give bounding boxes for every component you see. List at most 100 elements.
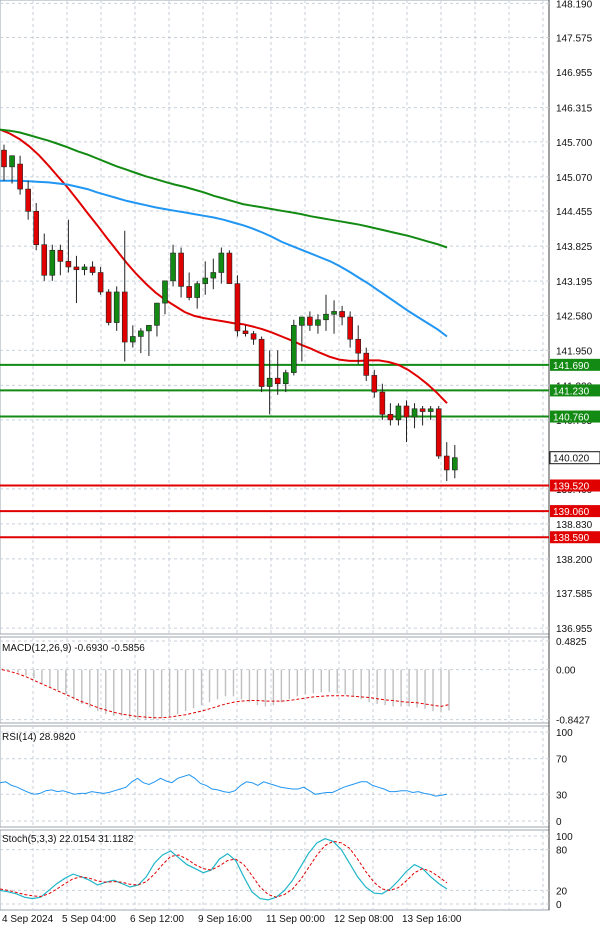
price-tick-label: 148.190 [556,0,593,10]
stoch-tick-label: 20 [556,886,568,897]
stoch-title: Stoch(5,3,3) 22.0154 31.1182 [2,834,134,845]
candle-body [411,408,418,418]
price-level-label: 138.590 [553,533,590,544]
macd-tick-label: -0.8427 [556,716,590,727]
x-axis-label: 9 Sep 16:00 [198,914,252,925]
panel-frames [0,0,550,911]
candle-body [307,316,313,326]
candle-body [49,249,56,276]
moving-average-line [0,128,448,249]
price-level-label: 140.760 [553,413,590,424]
price-tick-label: 143.195 [556,277,593,288]
price-level-tag [550,410,600,423]
panel-frame-2 [0,725,550,828]
stoch-tick-label: 80 [556,846,568,857]
price-tick-label: 144.455 [556,207,593,218]
candle-body [443,455,450,471]
candle-body [25,188,31,212]
price-tick-label: 138.830 [556,520,593,531]
candle-body [154,302,160,326]
candle-body [234,283,241,332]
price-tick-label: 141.950 [556,346,593,357]
moving-average-line [0,179,448,338]
current-price-tag [549,451,600,465]
candle-body [339,311,345,318]
price-panel[interactable] [0,128,549,539]
x-axis-label: 6 Sep 12:00 [130,914,184,925]
candle-body [290,325,297,373]
price-level-label: 141.230 [553,386,590,397]
panel-frame-1 [0,636,550,724]
stoch-d-line [0,840,448,898]
price-tick-label: 146.315 [556,104,593,115]
price-tick-label: 142.580 [556,311,593,322]
price-level-tag [550,358,600,371]
candle-body [194,283,200,298]
candle-body [41,244,48,276]
candle-body [97,272,104,293]
price-tick-label: 145.070 [556,173,593,184]
candle-body [435,408,442,457]
rsi-tick-label: 0 [556,817,562,828]
candle-body [250,333,257,340]
rsi-line [0,774,448,797]
price-level-tag [550,479,600,492]
candle-body [113,291,120,323]
candle-body [427,408,434,412]
indicator-titles: MACD(12,26,9) -0.6930 -0.5856 RSI(14) 28… [2,643,145,845]
price-tick-label: 145.700 [556,138,593,149]
panel-frame-0 [0,0,550,635]
rsi-tick-label: 70 [556,755,568,766]
price-level-tag [550,384,600,397]
candle-body [331,311,337,315]
rsi-tick-label: 100 [556,728,573,739]
candle-body [403,405,410,418]
candle-body [266,377,273,387]
candle-body [258,338,265,387]
current-price-label: 140.020 [553,454,590,465]
candle-body [451,457,458,471]
stochastic-panel[interactable] [0,838,448,901]
candle-body [17,163,23,190]
candle-body [299,316,305,326]
stoch-k-line [0,838,448,901]
price-level-label: 139.520 [553,482,590,493]
candle-body [210,272,217,279]
candle-body [363,352,370,376]
candle-body [162,280,168,304]
candle-body [170,252,176,282]
candle-body [282,372,289,385]
candle-body [315,319,321,326]
candle-body [9,155,15,168]
candle-body [130,336,136,343]
candle-body [395,405,402,421]
candle-body [202,277,209,284]
candle-body [89,266,96,273]
candle-body [57,249,64,262]
stoch-tick-label: 100 [556,832,573,843]
grid-lines [0,0,549,910]
price-tick-label: 137.585 [556,589,593,600]
rsi-title: RSI(14) 28.9820 [2,732,76,743]
macd-panel[interactable] [1,668,450,720]
candle-body [242,330,249,334]
candle-body [371,375,378,393]
candle-body [419,408,426,412]
macd-signal-line [1,669,450,719]
macd-title: MACD(12,26,9) -0.6930 -0.5856 [2,643,145,654]
price-level-label: 141.690 [553,361,590,372]
candle-body [186,286,192,298]
candle-body [387,414,394,421]
price-level-label: 139.060 [553,507,590,518]
macd-tick-label: 0.4825 [556,637,587,648]
candle-body [218,252,225,273]
price-tick-label: 143.825 [556,242,593,253]
candle-body [355,338,362,354]
candle-body [65,261,72,268]
x-axis-label: 11 Sep 00:00 [266,914,325,925]
rsi-panel[interactable] [0,774,448,797]
candle-body [1,149,7,168]
price-tick-label: 146.955 [556,68,593,79]
